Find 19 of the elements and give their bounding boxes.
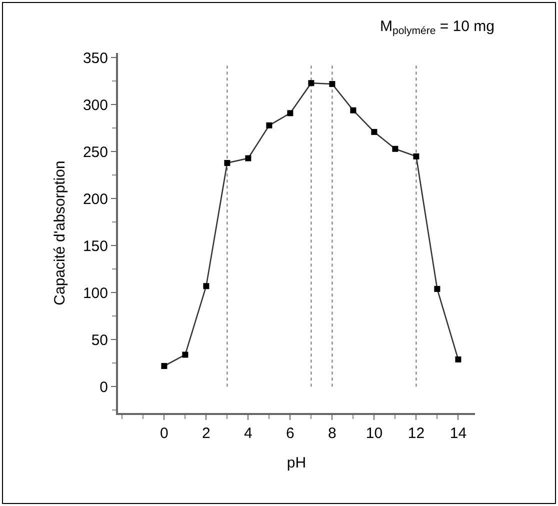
x-tick-label: 6 [286, 425, 294, 442]
text: M$_{polymére}$ = 10 mg [380, 18, 494, 38]
y-tick-label: 300 [82, 96, 108, 114]
x-tick-label: 10 [366, 425, 383, 442]
y-tick-label: 200 [82, 190, 108, 208]
x-tick-label: 0 [160, 425, 168, 442]
y-tick-label: 100 [82, 284, 108, 302]
y-tick-label: 350 [82, 50, 108, 67]
x-tick-label: 8 [328, 425, 336, 442]
x-tick-label: 14 [450, 425, 467, 442]
y-tick-label: 50 [91, 332, 108, 349]
y-tick-label: 0 [100, 378, 108, 396]
y-axis-title: Capacité d'absorption [52, 160, 69, 306]
y-tick-label: 250 [82, 144, 108, 161]
x-axis-title: pH [286, 454, 306, 472]
x-tick-label: 4 [244, 425, 252, 442]
x-tick-label: 2 [202, 425, 210, 442]
y-tick-label: 150 [82, 238, 108, 255]
x-tick-label: 12 [408, 425, 425, 442]
